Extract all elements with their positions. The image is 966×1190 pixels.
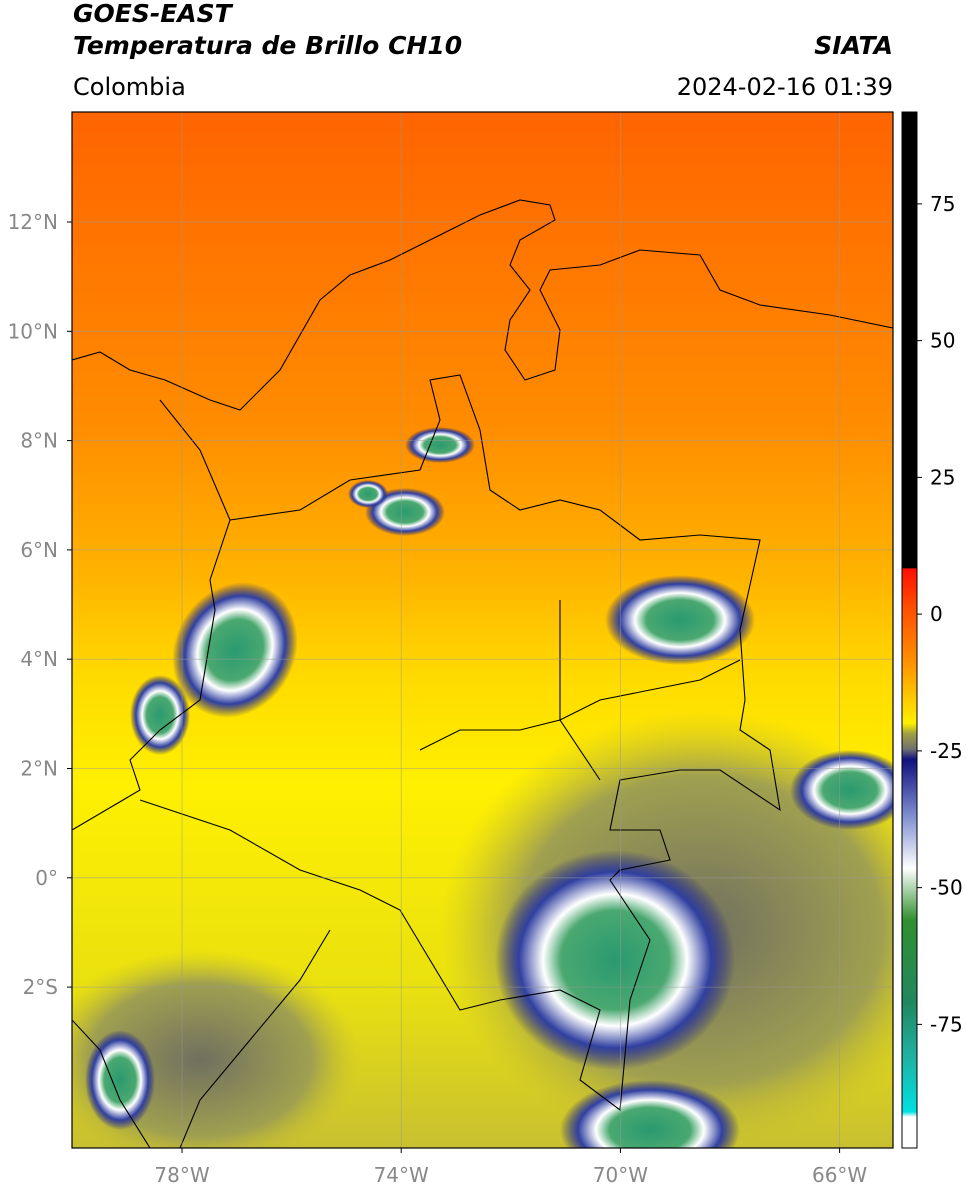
lat-label: 12°N bbox=[8, 210, 58, 234]
graticule bbox=[72, 112, 893, 1148]
subtitle: Temperatura de Brillo CH10 bbox=[73, 31, 462, 60]
map-frame bbox=[71, 111, 894, 1149]
colorbar-label: 75 bbox=[930, 192, 955, 216]
colorbar-label: 0 bbox=[930, 602, 943, 626]
lon-label: 74°W bbox=[374, 1163, 429, 1187]
colorbar-label: -25 bbox=[930, 739, 963, 763]
lat-label: 10°N bbox=[8, 319, 58, 343]
lon-label: 66°W bbox=[812, 1163, 867, 1187]
brand: SIATA bbox=[814, 31, 893, 60]
map bbox=[72, 112, 893, 1148]
colorbar-label: 25 bbox=[930, 465, 955, 489]
title: GOES-EAST bbox=[73, 0, 234, 28]
lat-label: 6°N bbox=[20, 538, 58, 562]
lon-label: 78°W bbox=[154, 1163, 209, 1187]
lat-label: 2°S bbox=[23, 975, 58, 999]
timestamp: 2024-02-16 01:39 bbox=[677, 73, 893, 101]
colorbar-label: 50 bbox=[930, 329, 955, 353]
lat-label: 0° bbox=[35, 866, 58, 890]
colorbar bbox=[901, 111, 918, 1149]
colorbar-label: -75 bbox=[930, 1012, 963, 1036]
lat-label: 2°N bbox=[20, 757, 58, 781]
lat-label: 4°N bbox=[20, 647, 58, 671]
lon-label: 70°W bbox=[593, 1163, 648, 1187]
lat-label: 8°N bbox=[20, 429, 58, 453]
region: Colombia bbox=[73, 73, 186, 101]
colorbar-label: -50 bbox=[930, 876, 963, 900]
